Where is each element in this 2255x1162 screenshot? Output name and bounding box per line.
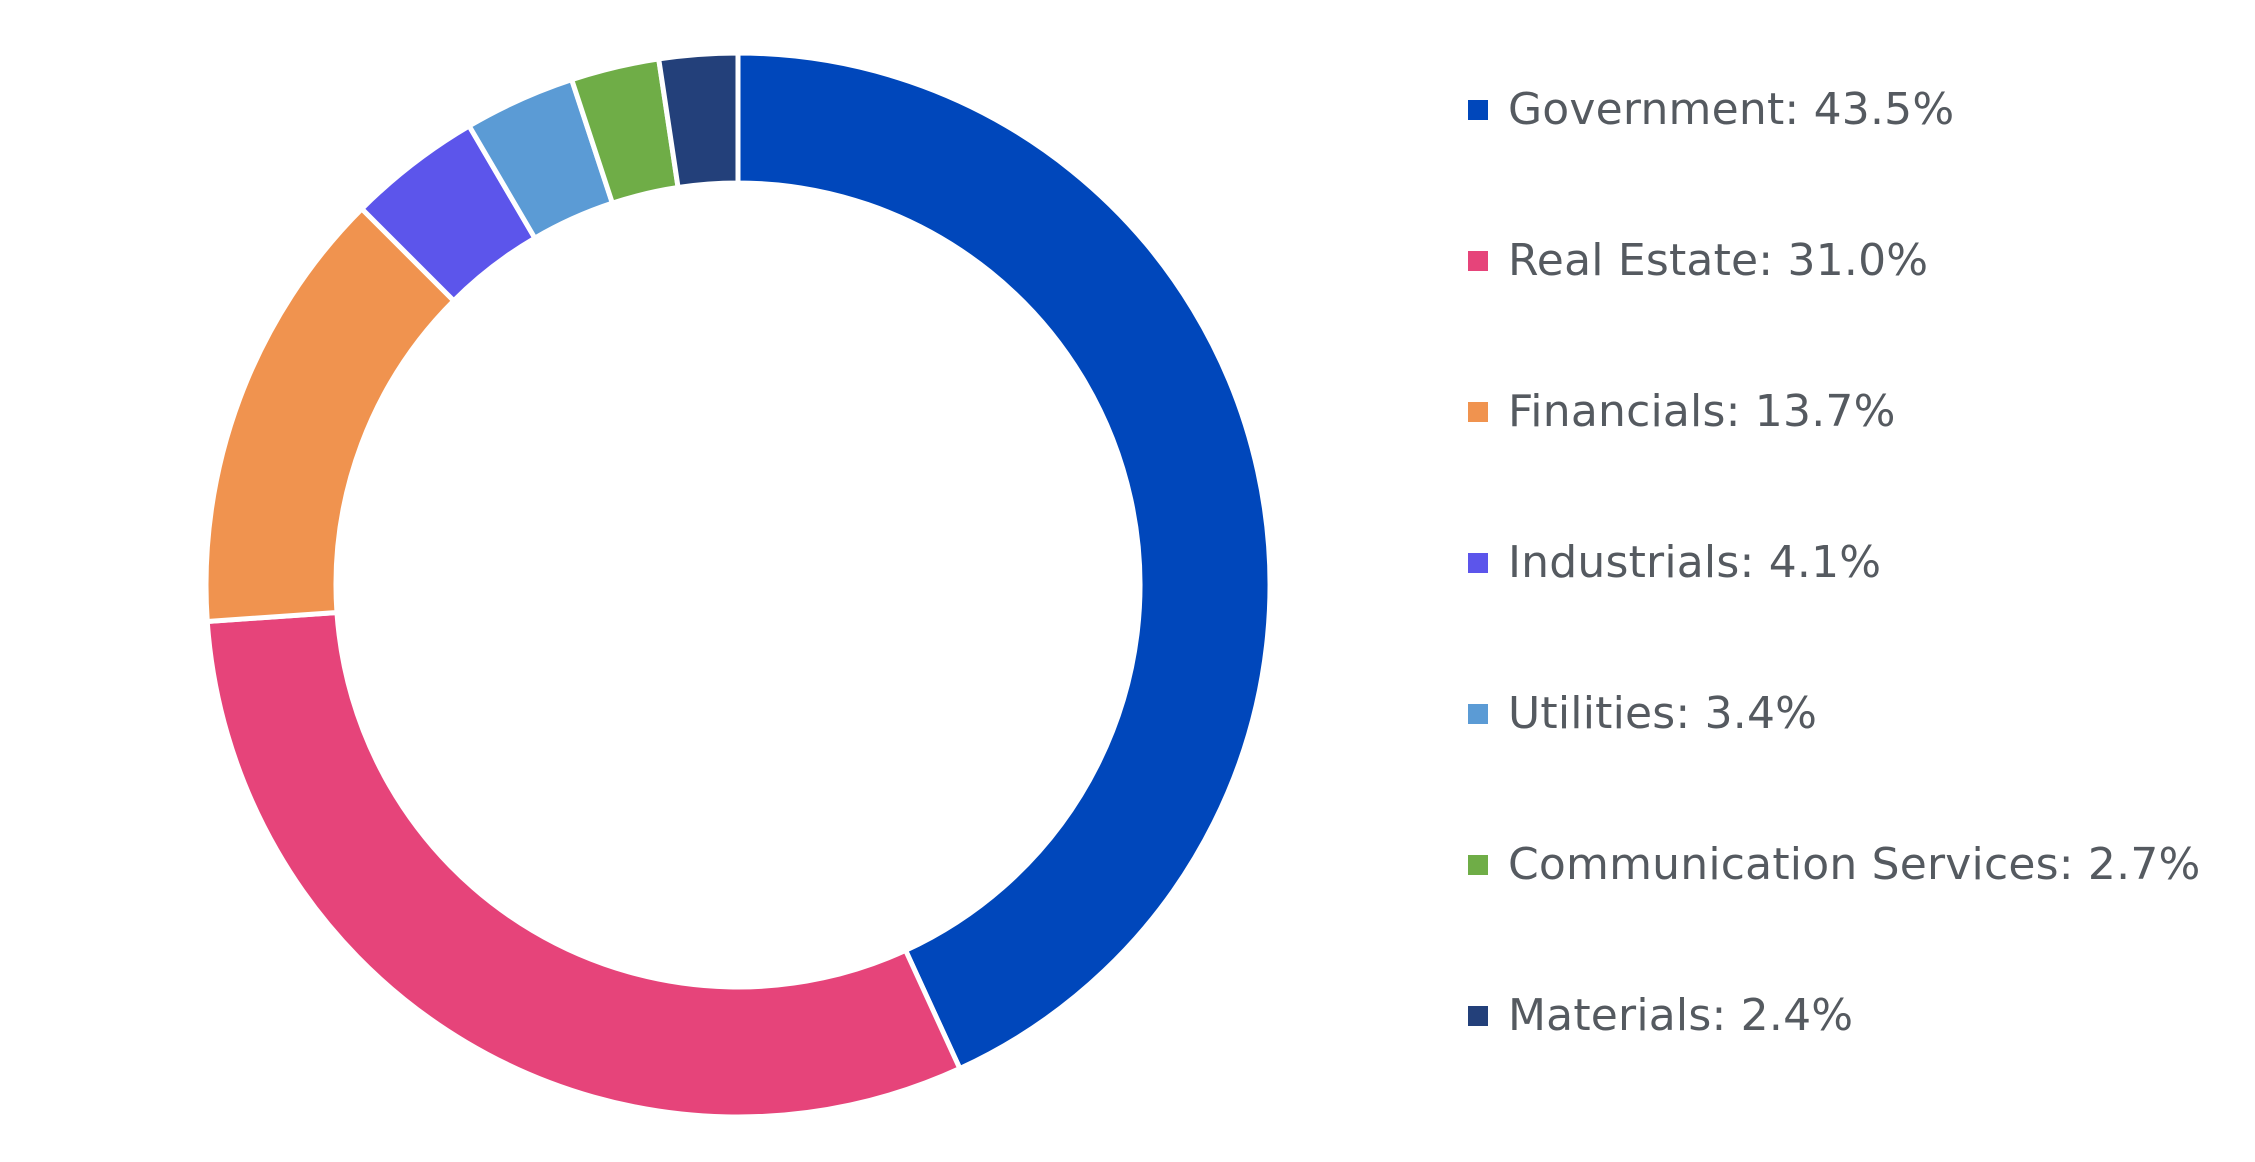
legend-item-real-estate: Real Estate: 31.0% bbox=[1468, 229, 2201, 380]
donut-slice-materials bbox=[655, 50, 741, 191]
legend-label-utilities: Utilities: 3.4% bbox=[1508, 688, 1818, 739]
legend-label-financials: Financials: 13.7% bbox=[1508, 386, 1896, 437]
legend-swatch-industrials bbox=[1468, 553, 1488, 573]
legend-swatch-communication-services bbox=[1468, 855, 1488, 875]
donut-slice-real-estate bbox=[204, 609, 964, 1120]
donut-plot-area bbox=[203, 50, 1273, 1120]
legend-swatch-government bbox=[1468, 100, 1488, 120]
legend-item-materials: Materials: 2.4% bbox=[1468, 984, 2201, 1135]
legend-item-government: Government: 43.5% bbox=[1468, 78, 2201, 229]
chart-legend: Government: 43.5% Real Estate: 31.0% Fin… bbox=[1468, 78, 2201, 1135]
legend-label-materials: Materials: 2.4% bbox=[1508, 990, 1854, 1041]
legend-item-industrials: Industrials: 4.1% bbox=[1468, 531, 2201, 682]
legend-item-communication-services: Communication Services: 2.7% bbox=[1468, 833, 2201, 984]
legend-label-real-estate: Real Estate: 31.0% bbox=[1508, 235, 1929, 286]
legend-swatch-financials bbox=[1468, 402, 1488, 422]
legend-label-government: Government: 43.5% bbox=[1508, 84, 1955, 135]
legend-item-financials: Financials: 13.7% bbox=[1468, 380, 2201, 531]
legend-swatch-materials bbox=[1468, 1006, 1488, 1026]
legend-item-utilities: Utilities: 3.4% bbox=[1468, 682, 2201, 833]
legend-label-industrials: Industrials: 4.1% bbox=[1508, 537, 1882, 588]
legend-swatch-utilities bbox=[1468, 704, 1488, 724]
donut-slice-government bbox=[735, 50, 1273, 1072]
legend-label-communication-services: Communication Services: 2.7% bbox=[1508, 839, 2201, 890]
donut-slice-financials bbox=[203, 205, 458, 625]
legend-swatch-real-estate bbox=[1468, 251, 1488, 271]
